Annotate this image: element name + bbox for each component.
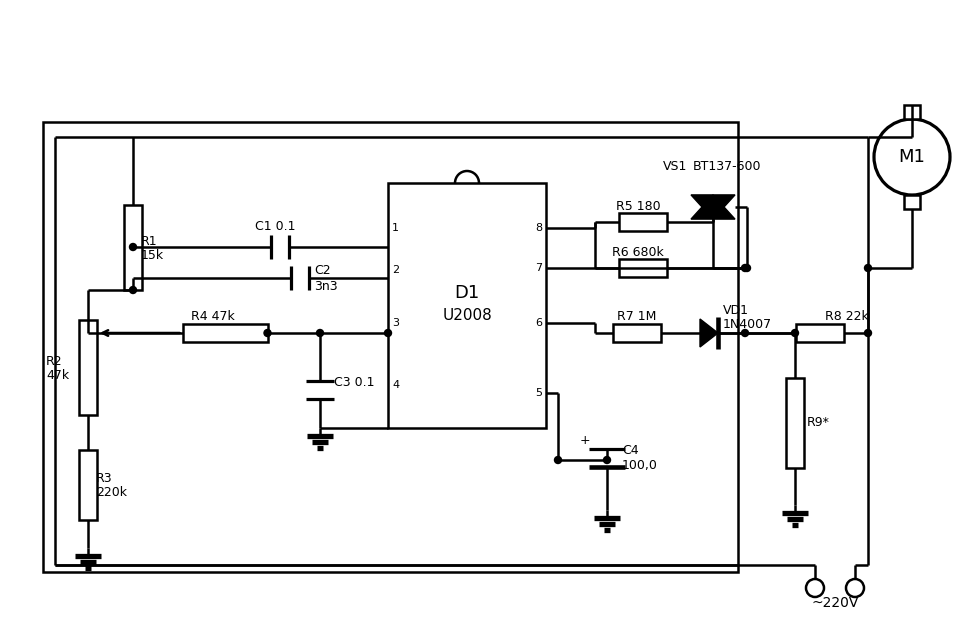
Bar (182, 324, 268, 342)
Text: R4 47k: R4 47k (191, 310, 235, 324)
Circle shape (865, 264, 872, 271)
Text: 1N4007: 1N4007 (723, 319, 772, 331)
Circle shape (130, 244, 136, 251)
Bar (904, 195, 920, 209)
Text: M1: M1 (899, 148, 925, 166)
Text: R9*: R9* (807, 416, 830, 430)
Text: ~220V: ~220V (811, 596, 859, 610)
Text: C1 0.1: C1 0.1 (255, 220, 295, 233)
Text: U2008: U2008 (442, 308, 492, 323)
Circle shape (264, 329, 271, 336)
Text: 2: 2 (392, 265, 399, 275)
Text: C4: C4 (622, 444, 639, 456)
Text: 47k: 47k (46, 369, 69, 382)
Text: +: + (580, 433, 590, 447)
Bar (619, 213, 667, 231)
Bar (796, 324, 844, 342)
Text: R3: R3 (96, 473, 113, 485)
Text: C3 0.1: C3 0.1 (334, 375, 374, 389)
Text: 8: 8 (535, 223, 542, 233)
Bar (43, 122, 738, 572)
Polygon shape (691, 195, 735, 219)
Text: R5 180: R5 180 (616, 199, 660, 213)
Text: 6: 6 (535, 318, 542, 328)
Text: BT137-600: BT137-600 (693, 160, 762, 174)
Polygon shape (700, 319, 718, 347)
Text: 4: 4 (392, 380, 399, 390)
Text: 220k: 220k (96, 487, 127, 500)
Text: 7: 7 (535, 263, 542, 273)
Circle shape (741, 264, 748, 271)
Bar (619, 259, 667, 277)
Circle shape (554, 456, 561, 464)
Bar (904, 105, 920, 119)
Text: D1: D1 (455, 285, 479, 302)
Circle shape (385, 329, 392, 336)
Text: R1: R1 (141, 235, 158, 248)
Circle shape (743, 264, 751, 271)
Text: VD1: VD1 (723, 305, 749, 317)
Circle shape (130, 286, 136, 293)
Text: R7 1M: R7 1M (618, 310, 656, 324)
Bar (79, 450, 97, 520)
Text: R2: R2 (46, 355, 62, 368)
Text: VS1: VS1 (662, 160, 687, 174)
Text: 3n3: 3n3 (314, 280, 338, 293)
Bar (124, 205, 142, 290)
Text: R6 680k: R6 680k (612, 245, 664, 259)
Bar (388, 183, 546, 428)
Circle shape (865, 329, 872, 336)
Polygon shape (691, 195, 735, 219)
Text: 15k: 15k (141, 249, 165, 262)
Circle shape (792, 329, 799, 336)
Bar (786, 378, 804, 468)
Circle shape (604, 456, 611, 464)
Text: C2: C2 (314, 264, 330, 276)
Text: R8 22k: R8 22k (825, 310, 869, 324)
Text: 5: 5 (535, 388, 542, 398)
Bar (79, 320, 97, 415)
Circle shape (741, 329, 748, 336)
Circle shape (317, 329, 323, 336)
Text: 100,0: 100,0 (622, 459, 657, 473)
Text: 1: 1 (392, 223, 399, 233)
Text: 3: 3 (392, 318, 399, 328)
Bar (613, 324, 661, 342)
